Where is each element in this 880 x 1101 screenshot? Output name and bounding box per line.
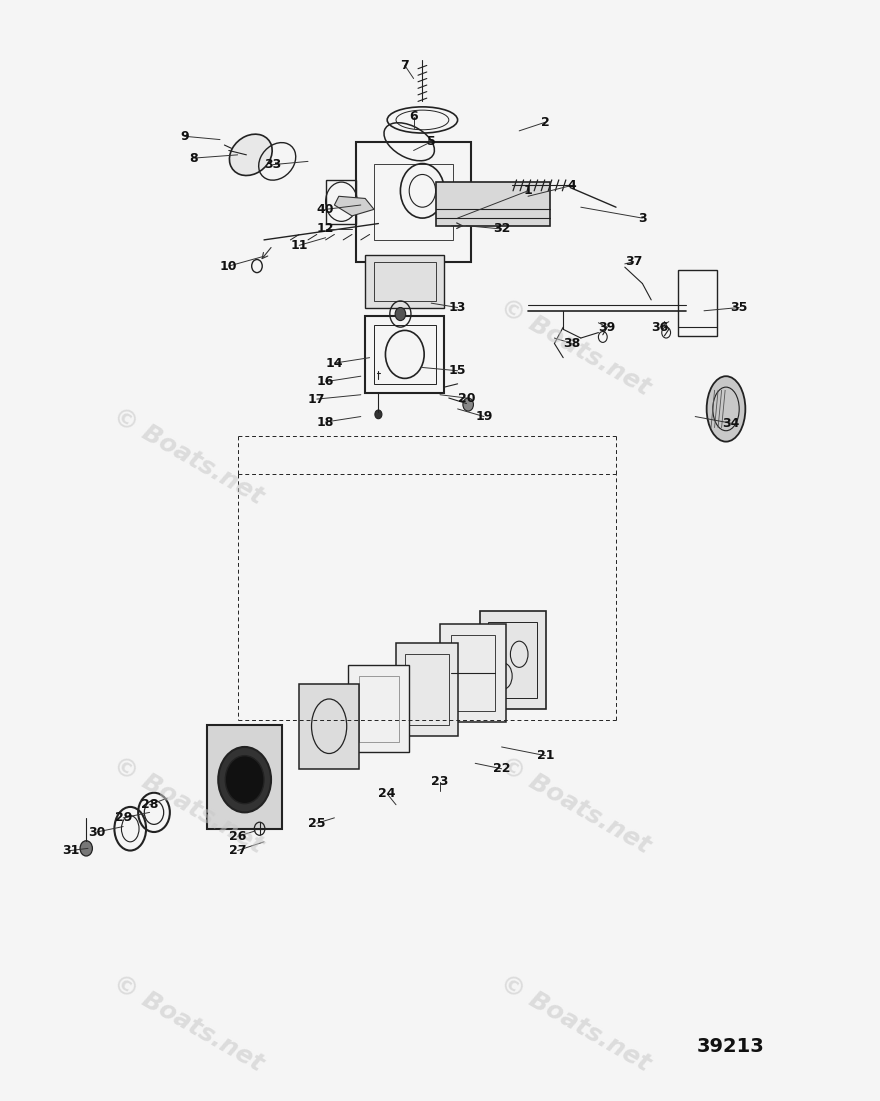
Bar — [405, 654, 449, 726]
Bar — [365, 316, 444, 393]
Text: © Boats.net: © Boats.net — [495, 971, 655, 1077]
Bar — [396, 643, 458, 737]
Text: 11: 11 — [290, 239, 308, 252]
Text: © Boats.net: © Boats.net — [108, 753, 268, 859]
Text: © Boats.net: © Boats.net — [495, 753, 655, 859]
Bar — [299, 684, 359, 768]
Text: 10: 10 — [220, 260, 238, 273]
Text: 9: 9 — [180, 130, 189, 143]
Ellipse shape — [225, 755, 264, 804]
Bar — [348, 665, 409, 752]
Bar — [207, 726, 282, 829]
Text: 26: 26 — [229, 830, 246, 843]
Text: 34: 34 — [722, 416, 739, 429]
Text: 19: 19 — [475, 410, 493, 423]
Text: © Boats.net: © Boats.net — [108, 971, 268, 1077]
Bar — [436, 182, 550, 226]
Text: 37: 37 — [625, 255, 642, 269]
Text: 30: 30 — [88, 826, 106, 839]
Text: 36: 36 — [651, 320, 669, 334]
Text: 29: 29 — [114, 811, 132, 825]
Circle shape — [463, 399, 473, 411]
Bar — [488, 622, 537, 698]
Text: 17: 17 — [308, 393, 326, 405]
Text: 12: 12 — [317, 222, 334, 236]
Text: 8: 8 — [189, 152, 198, 165]
Bar — [365, 255, 444, 307]
Text: 39: 39 — [598, 320, 616, 334]
Text: 39213: 39213 — [697, 1037, 764, 1056]
Bar — [359, 676, 399, 741]
Text: 20: 20 — [458, 392, 475, 404]
Text: 25: 25 — [308, 817, 326, 830]
Text: 38: 38 — [563, 337, 581, 350]
Bar — [440, 624, 506, 722]
Text: 1: 1 — [524, 184, 532, 197]
Text: 28: 28 — [141, 798, 158, 811]
Bar — [678, 271, 717, 336]
Text: 16: 16 — [317, 375, 334, 389]
Circle shape — [375, 410, 382, 418]
Text: 21: 21 — [537, 749, 554, 762]
Text: 5: 5 — [427, 135, 436, 149]
Ellipse shape — [218, 746, 271, 813]
Bar — [374, 164, 453, 240]
Bar — [374, 262, 436, 301]
Text: 33: 33 — [264, 159, 282, 171]
Bar — [356, 142, 471, 262]
Bar — [451, 634, 495, 711]
Text: 2: 2 — [541, 116, 550, 129]
Text: 6: 6 — [409, 110, 418, 123]
Ellipse shape — [707, 377, 745, 442]
Text: 22: 22 — [493, 762, 510, 775]
Text: © Boats.net: © Boats.net — [108, 404, 268, 510]
Text: 35: 35 — [730, 301, 748, 314]
Bar — [471, 185, 497, 218]
Text: 4: 4 — [568, 178, 576, 192]
Text: 40: 40 — [317, 203, 334, 216]
Bar — [480, 611, 546, 709]
Ellipse shape — [230, 134, 272, 175]
Text: 15: 15 — [449, 364, 466, 378]
Bar — [326, 179, 356, 224]
Text: 7: 7 — [400, 59, 409, 72]
Text: 23: 23 — [431, 775, 449, 788]
Bar — [374, 325, 436, 384]
Text: 31: 31 — [62, 844, 79, 857]
Text: 18: 18 — [317, 415, 334, 428]
Circle shape — [80, 841, 92, 855]
Text: 27: 27 — [229, 844, 246, 857]
Text: © Boats.net: © Boats.net — [495, 295, 655, 401]
Ellipse shape — [395, 307, 406, 320]
Text: 24: 24 — [378, 787, 396, 800]
Text: 13: 13 — [449, 301, 466, 314]
Polygon shape — [334, 196, 374, 216]
Text: 32: 32 — [493, 222, 510, 236]
Text: 3: 3 — [638, 211, 647, 225]
Text: 14: 14 — [326, 357, 343, 370]
